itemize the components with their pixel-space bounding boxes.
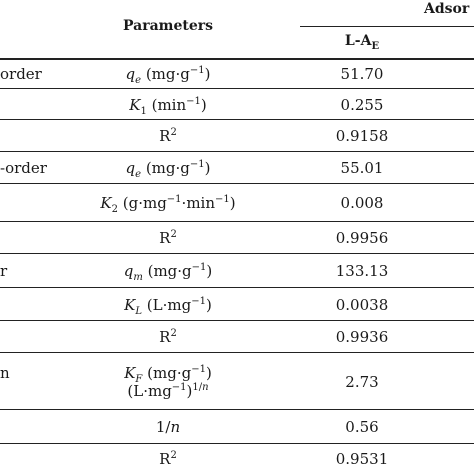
parameter-cell: KL (L·mg−1) (124, 296, 212, 317)
value-cell: 0.0038 (335, 296, 389, 314)
table-row: R2 0.9956 (0, 222, 474, 254)
value-cell: 0.56 (345, 418, 379, 436)
parameter-cell: qm (mg·g−1) (123, 262, 213, 283)
row-divider (0, 253, 474, 254)
row-divider (0, 221, 474, 222)
value-cell: 0.9158 (335, 127, 389, 145)
table-row: 1/n 0.56 (0, 410, 474, 444)
table-row: -order qe (mg·g−1) 55.01 (0, 152, 474, 184)
parameter-cell: R2 (159, 328, 177, 346)
table-row: R2 0.9936 (0, 321, 474, 353)
table-row: KL (L·mg−1) 0.0038 (0, 288, 474, 321)
parameter-cell: qe (mg·g−1) (125, 65, 211, 86)
parameter-cell: K1 (min−1) (129, 96, 207, 117)
header-parameters: Parameters (122, 18, 214, 34)
parameter-cell: 1/n (155, 418, 181, 436)
row-divider (0, 119, 474, 120)
parameter-cell: qe (mg·g−1) (125, 159, 211, 180)
table-row: K1 (min−1) 0.255 (0, 89, 474, 120)
model-label: n (0, 364, 10, 382)
header-adsorbent-group: Adsor (424, 1, 470, 17)
table-row: order qe (mg·g−1) 51.70 (0, 58, 474, 89)
row-divider (0, 287, 474, 288)
parameter-cell: R2 (159, 127, 177, 145)
value-cell: 0.008 (340, 194, 384, 212)
row-divider (0, 183, 474, 184)
header-bottom-rule (0, 58, 474, 60)
row-divider (0, 409, 474, 410)
table-row: K2 (g·mg−1·min−1) 0.008 (0, 184, 474, 222)
value-cell: 0.9531 (335, 450, 389, 468)
row-divider (0, 352, 474, 353)
row-divider (0, 320, 474, 321)
row-divider (0, 88, 474, 89)
parameter-cell: R2 (159, 450, 177, 468)
value-cell: 51.70 (340, 65, 384, 83)
header-column-la: L-AE (344, 33, 380, 52)
table-row: r qm (mg·g−1) 133.13 (0, 254, 474, 288)
row-divider (0, 443, 474, 444)
value-cell: 0.255 (340, 96, 384, 114)
table-row: R2 0.9158 (0, 120, 474, 152)
table-row: n KF (mg·g−1) (L·mg−1)1/n 2.73 (0, 353, 474, 410)
value-cell: 0.9936 (335, 328, 389, 346)
value-cell: 2.73 (345, 373, 379, 391)
model-label: r (0, 262, 8, 280)
header-subrule (300, 26, 474, 27)
table-row: R2 0.9531 (0, 444, 474, 474)
value-cell: 133.13 (335, 262, 389, 280)
value-cell: 55.01 (340, 159, 384, 177)
parameter-cell: R2 (159, 229, 177, 247)
value-cell: 0.9956 (335, 229, 389, 247)
parameter-cell: KF (mg·g−1) (L·mg−1)1/n (124, 364, 212, 400)
parameter-cell: K2 (g·mg−1·min−1) (100, 194, 236, 215)
row-divider (0, 151, 474, 152)
model-label: order (0, 65, 42, 83)
model-label: -order (0, 159, 47, 177)
